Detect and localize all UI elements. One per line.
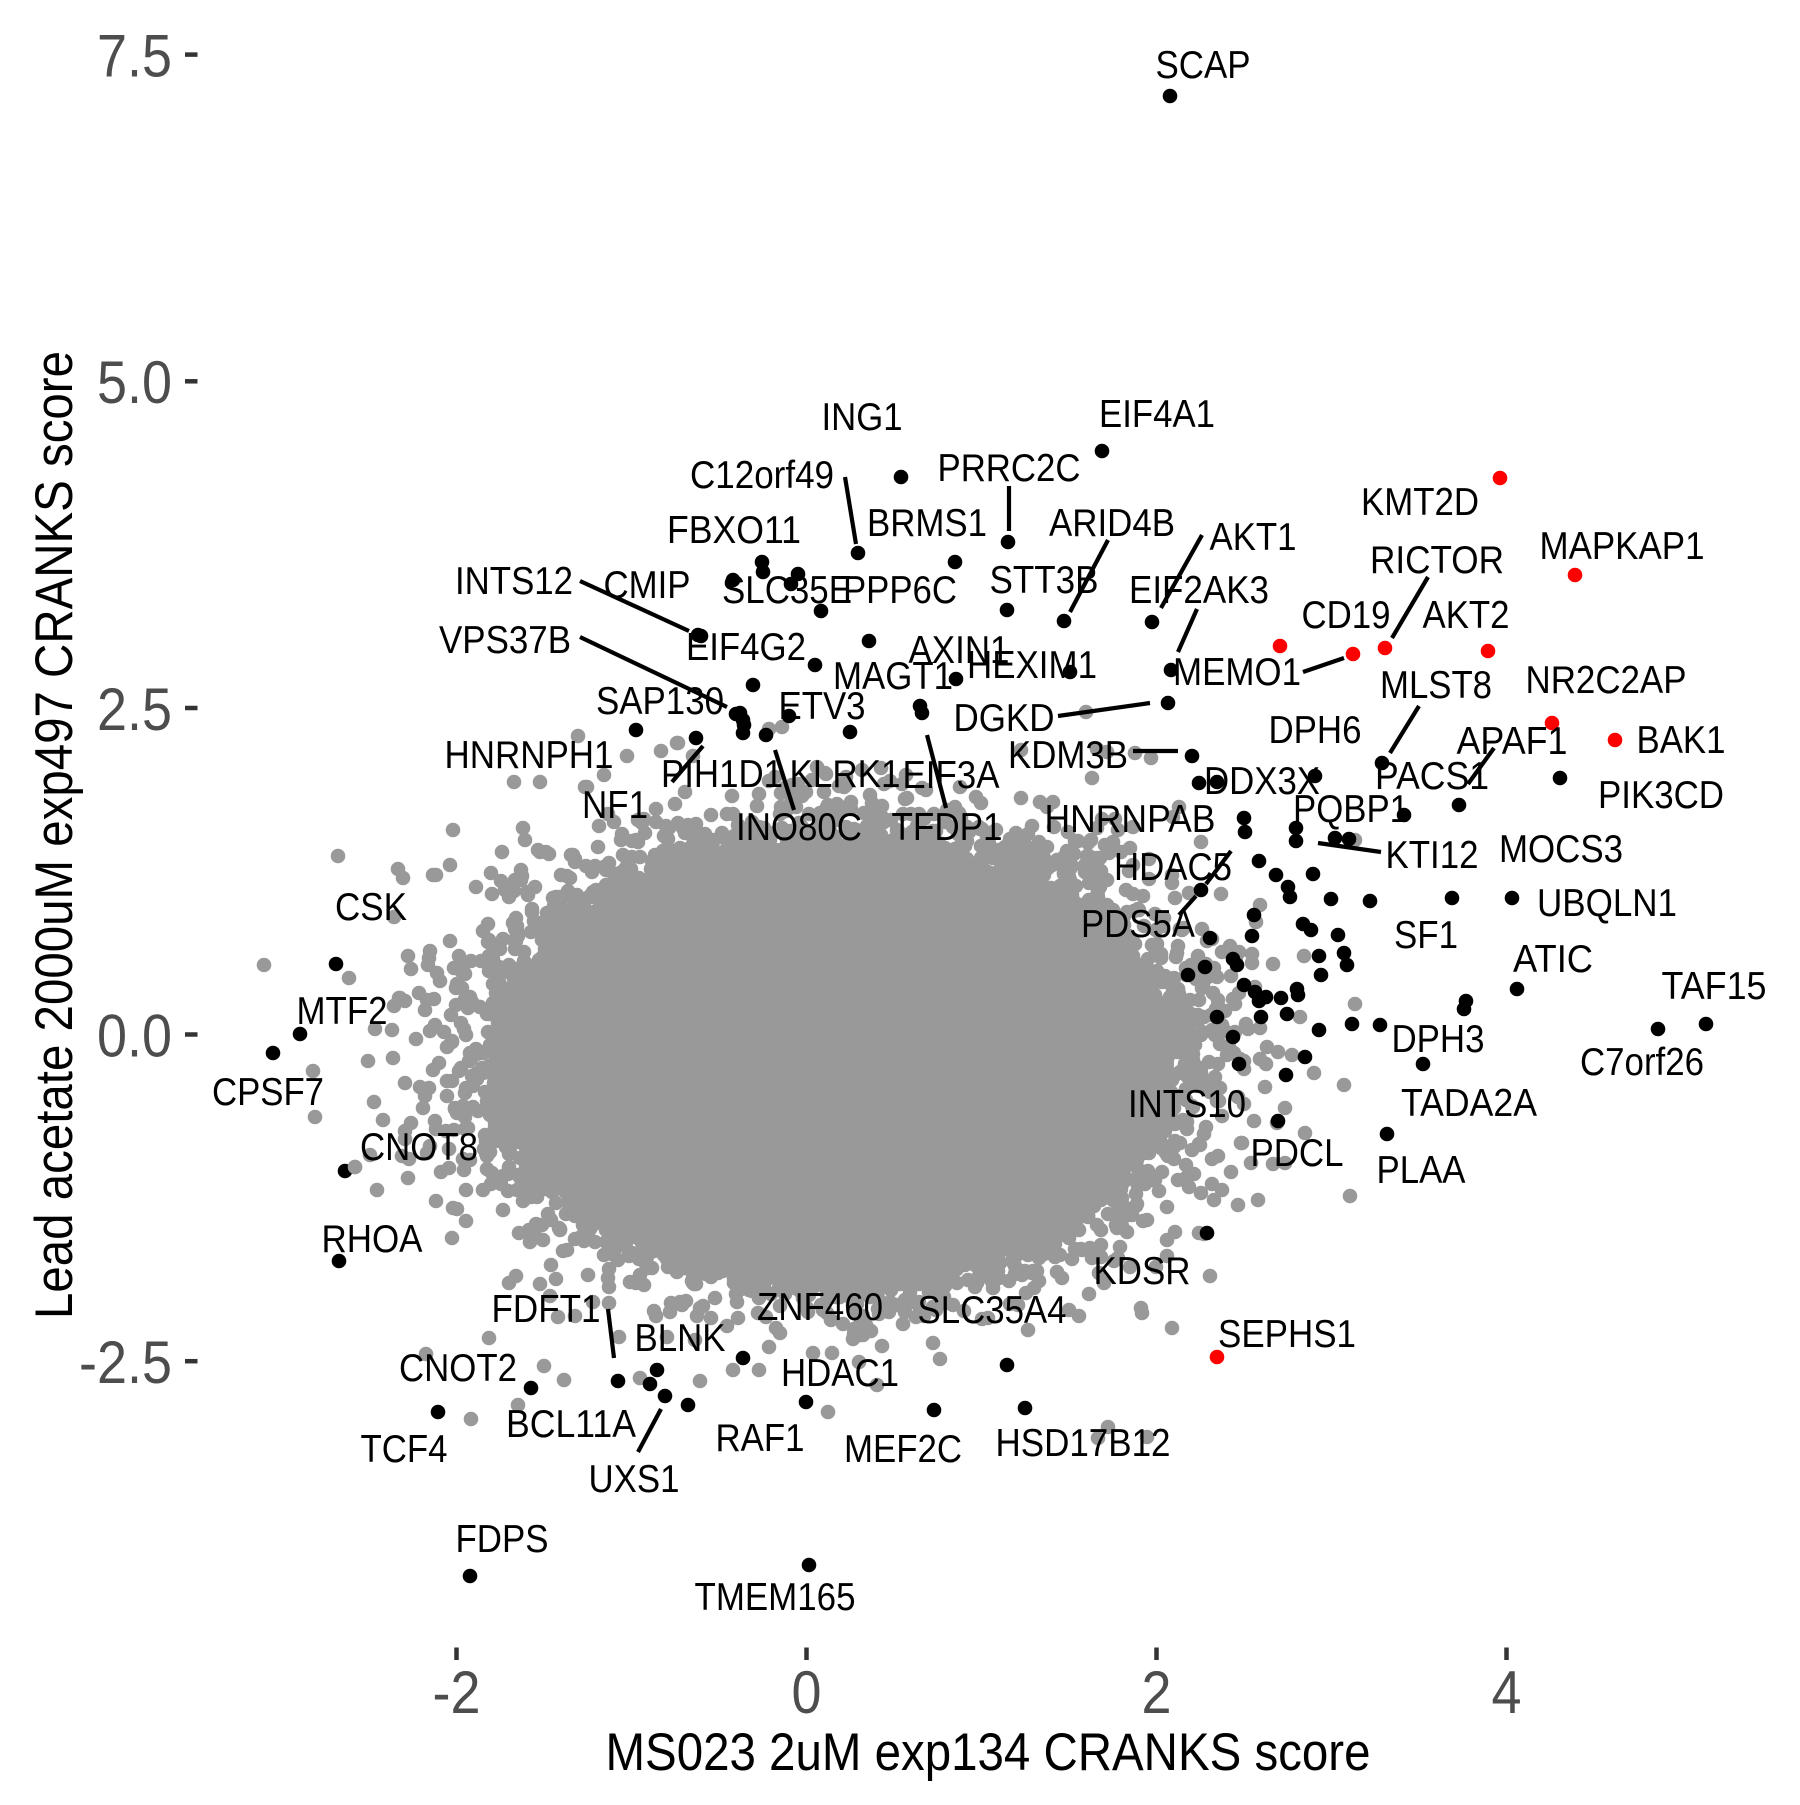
svg-text:PIK3CD: PIK3CD xyxy=(1598,774,1724,817)
svg-text:MTF2: MTF2 xyxy=(297,990,388,1033)
svg-text:CD19: CD19 xyxy=(1302,594,1391,637)
svg-text:PLAA: PLAA xyxy=(1377,1149,1466,1192)
svg-text:HNRNPH1: HNRNPH1 xyxy=(445,734,614,777)
svg-text:MAGT1: MAGT1 xyxy=(833,655,953,698)
svg-text:BLNK: BLNK xyxy=(635,1317,726,1360)
svg-text:PDS5A: PDS5A xyxy=(1081,903,1195,946)
svg-text:EIF4A1: EIF4A1 xyxy=(1099,393,1215,436)
svg-text:2: 2 xyxy=(1142,1659,1172,1726)
svg-text:TFDP1: TFDP1 xyxy=(892,806,1003,849)
svg-text:TCF4: TCF4 xyxy=(361,1428,448,1471)
svg-text:DPH3: DPH3 xyxy=(1392,1018,1485,1061)
svg-text:EIF4G2: EIF4G2 xyxy=(686,626,806,669)
svg-text:AXIN1: AXIN1 xyxy=(909,629,1010,672)
svg-text:DDX3X: DDX3X xyxy=(1204,760,1320,803)
svg-text:CMIP: CMIP xyxy=(604,564,691,607)
svg-text:0: 0 xyxy=(792,1659,822,1726)
svg-text:HEXIM1: HEXIM1 xyxy=(967,644,1097,687)
svg-text:VPS37B: VPS37B xyxy=(439,619,571,662)
svg-text:DPH6: DPH6 xyxy=(1269,709,1362,752)
svg-text:STT3B: STT3B xyxy=(990,559,1099,602)
svg-text:TMEM165: TMEM165 xyxy=(695,1576,856,1619)
svg-text:SEPHS1: SEPHS1 xyxy=(1218,1313,1356,1356)
svg-text:MEF2C: MEF2C xyxy=(844,1428,962,1471)
svg-text:TAF15: TAF15 xyxy=(1662,965,1767,1008)
svg-text:INTS10: INTS10 xyxy=(1128,1083,1246,1126)
svg-text:KDM3B: KDM3B xyxy=(1008,734,1128,777)
svg-text:BAK1: BAK1 xyxy=(1637,719,1726,762)
svg-text:RAF1: RAF1 xyxy=(716,1417,805,1460)
svg-text:AKT2: AKT2 xyxy=(1423,594,1510,637)
svg-text:AKT1: AKT1 xyxy=(1210,516,1297,559)
svg-text:UXS1: UXS1 xyxy=(589,1458,680,1501)
svg-text:INO80C: INO80C xyxy=(736,806,862,849)
svg-text:SLC35A4: SLC35A4 xyxy=(918,1289,1067,1332)
svg-text:Lead acetate 2000uM exp497 CRA: Lead acetate 2000uM exp497 CRANKS score xyxy=(25,351,84,1319)
svg-text:FDFT1: FDFT1 xyxy=(492,1288,601,1331)
svg-text:DGKD: DGKD xyxy=(954,697,1055,740)
svg-text:NR2C2AP: NR2C2AP xyxy=(1526,659,1687,702)
svg-text:MAPKAP1: MAPKAP1 xyxy=(1540,525,1705,568)
svg-text:PACS1: PACS1 xyxy=(1375,755,1489,798)
svg-text:CPSF7: CPSF7 xyxy=(212,1071,324,1114)
svg-text:SCAP: SCAP xyxy=(1156,44,1251,87)
svg-text:MLST8: MLST8 xyxy=(1380,664,1492,707)
svg-text:EIF3A: EIF3A xyxy=(903,754,1000,797)
svg-text:NF1: NF1 xyxy=(582,784,648,827)
svg-text:PIH1D1: PIH1D1 xyxy=(661,753,783,796)
svg-text:HNRNPAB: HNRNPAB xyxy=(1045,798,1216,841)
svg-text:HSD17B12: HSD17B12 xyxy=(996,1422,1171,1465)
svg-text:-2.5: -2.5 xyxy=(79,1329,172,1396)
svg-text:5.0: 5.0 xyxy=(97,349,172,416)
svg-text:SF1: SF1 xyxy=(1394,914,1458,957)
svg-text:SAP130: SAP130 xyxy=(596,680,724,723)
svg-text:7.5: 7.5 xyxy=(97,22,172,89)
svg-text:C12orf49: C12orf49 xyxy=(690,454,834,497)
svg-text:HDAC5: HDAC5 xyxy=(1114,846,1232,889)
svg-text:CNOT2: CNOT2 xyxy=(399,1347,517,1390)
svg-text:SLC35E: SLC35E xyxy=(722,569,852,612)
svg-text:BRMS1: BRMS1 xyxy=(867,502,987,545)
svg-text:RHOA: RHOA xyxy=(322,1218,423,1261)
svg-text:-2: -2 xyxy=(433,1659,481,1726)
svg-text:2.5: 2.5 xyxy=(97,676,172,743)
svg-text:PPP6C: PPP6C xyxy=(843,569,957,612)
svg-text:PQBP1: PQBP1 xyxy=(1293,788,1409,831)
svg-text:ING1: ING1 xyxy=(822,396,903,439)
svg-text:KDSR: KDSR xyxy=(1094,1250,1191,1293)
svg-text:0.0: 0.0 xyxy=(97,1002,172,1069)
svg-text:RICTOR: RICTOR xyxy=(1370,539,1504,582)
svg-text:ZNF460: ZNF460 xyxy=(757,1286,883,1329)
svg-text:APAF1: APAF1 xyxy=(1457,720,1568,763)
svg-text:MEMO1: MEMO1 xyxy=(1173,651,1301,694)
svg-text:CSK: CSK xyxy=(335,886,407,929)
svg-text:KMT2D: KMT2D xyxy=(1361,481,1479,524)
svg-text:MOCS3: MOCS3 xyxy=(1499,828,1623,871)
svg-text:CNOT8: CNOT8 xyxy=(360,1126,478,1169)
svg-text:ARID4B: ARID4B xyxy=(1049,502,1175,545)
svg-text:PRRC2C: PRRC2C xyxy=(938,447,1081,490)
svg-text:TADA2A: TADA2A xyxy=(1401,1082,1537,1125)
svg-text:KLRK1: KLRK1 xyxy=(790,753,901,796)
svg-text:ETV3: ETV3 xyxy=(779,685,866,728)
svg-text:UBQLN1: UBQLN1 xyxy=(1537,882,1677,925)
svg-text:ATIC: ATIC xyxy=(1513,938,1593,981)
svg-text:MS023 2uM exp134 CRANKS score: MS023 2uM exp134 CRANKS score xyxy=(606,1723,1371,1782)
svg-text:4: 4 xyxy=(1492,1659,1522,1726)
svg-text:EIF2AK3: EIF2AK3 xyxy=(1129,569,1269,612)
svg-text:PDCL: PDCL xyxy=(1251,1132,1344,1175)
svg-text:FBXO11: FBXO11 xyxy=(667,509,801,552)
svg-text:BCL11A: BCL11A xyxy=(506,1403,636,1446)
svg-text:INTS12: INTS12 xyxy=(455,560,573,603)
svg-text:HDAC1: HDAC1 xyxy=(781,1352,899,1395)
svg-text:C7orf26: C7orf26 xyxy=(1580,1041,1704,1084)
svg-text:KTI12: KTI12 xyxy=(1386,834,1479,877)
svg-text:FDPS: FDPS xyxy=(456,1518,549,1561)
